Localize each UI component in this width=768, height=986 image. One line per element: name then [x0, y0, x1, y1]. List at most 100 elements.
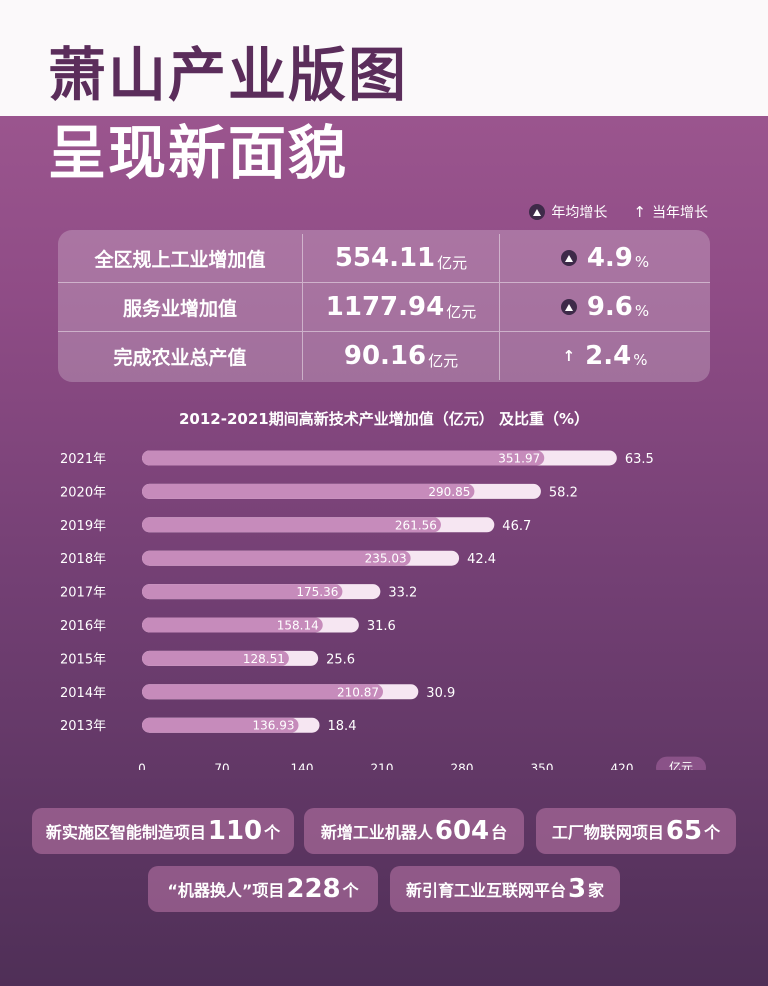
kpi-value-unit: 亿元: [446, 302, 477, 321]
triangle-badge-icon: [560, 250, 577, 266]
value-data-label: 351.97: [498, 452, 540, 466]
highlight-chip: “机器换人”项目 228 个: [148, 866, 378, 912]
chart-title: 2012-2021期间高新技术产业增加值（亿元） 及比重（%）: [179, 410, 589, 428]
chip-unit: 个: [264, 823, 281, 842]
category-label: 2013年: [60, 719, 106, 734]
kpi-growth: 4.9%: [500, 243, 710, 273]
x-tick-label: 0: [138, 762, 146, 770]
growth-legend: 年均增长 ↑ 当年增长: [529, 202, 708, 222]
kpi-value-unit: 亿元: [437, 253, 468, 272]
chip-label: 新实施区智能制造项目: [45, 823, 206, 842]
highlight-chip: 新实施区智能制造项目 110 个: [32, 808, 294, 854]
category-label: 2014年: [60, 686, 106, 701]
chip-label: 新增工业机器人: [320, 823, 433, 842]
value-bar: [142, 517, 441, 533]
arrow-up-icon: ↑: [562, 347, 576, 365]
chip-number: 228: [286, 874, 341, 904]
kpi-row: 服务业增加值 1177.94 亿元 9.6%: [58, 283, 710, 332]
value-data-label: 128.51: [243, 652, 285, 666]
x-unit-badge: [656, 756, 706, 770]
kpi-growth-unit: %: [633, 351, 648, 369]
kpi-label: 服务业增加值: [122, 297, 237, 320]
legend-item-year-growth: ↑ 当年增长: [633, 202, 708, 222]
category-label: 2020年: [60, 485, 106, 500]
share-data-label: 25.6: [326, 652, 355, 667]
share-data-label: 46.7: [502, 519, 531, 534]
kpi-growth: ↑ 2.4%: [500, 341, 710, 371]
bar-chart: 2021年 351.97 63.5 2020年 290.85 58.2 2019年 261.5…: [60, 450, 706, 770]
category-label: 2018年: [60, 552, 106, 567]
value-data-label: 261.56: [395, 518, 437, 532]
kpi-growth-unit: %: [634, 302, 650, 320]
value-data-label: 290.85: [428, 485, 470, 499]
x-tick-label: 140: [291, 762, 314, 770]
chip-unit: 台: [491, 823, 508, 842]
value-bar: [142, 650, 289, 666]
value-data-label: 235.03: [365, 552, 407, 566]
kpi-label: 全区规上工业增加值: [94, 248, 266, 271]
chip-number: 3: [567, 874, 587, 904]
kpi-growth-number: 4.9: [586, 243, 633, 273]
share-data-label: 58.2: [549, 485, 578, 500]
kpi-growth: 9.6%: [500, 292, 710, 322]
value-bar: [142, 450, 545, 466]
share-data-label: 18.4: [328, 719, 357, 734]
category-label: 2016年: [60, 619, 106, 634]
legend-label: 当年增长: [652, 205, 708, 221]
highlight-chip: 新增工业机器人 604 台: [304, 808, 524, 854]
category-label: 2015年: [60, 652, 106, 667]
kpi-table: 全区规上工业增加值 554.11 亿元 4.9% 服务业增加值 1177.94 亿元…: [58, 230, 710, 382]
value-bar: [142, 717, 299, 733]
kpi-value-number: 554.11: [334, 243, 436, 273]
chip-unit: 个: [704, 823, 721, 842]
chip-label: 工厂物联网项目: [551, 823, 664, 842]
kpi-row: 全区规上工业增加值 554.11 亿元 4.9%: [58, 234, 710, 283]
x-tick-label: 420: [611, 762, 634, 770]
triangle-badge-icon: [560, 299, 577, 315]
share-data-label: 42.4: [467, 552, 496, 567]
kpi-growth-unit: %: [634, 253, 650, 271]
chip-number: 65: [665, 816, 703, 846]
value-bar: [142, 550, 411, 566]
kpi-value: 554.11 亿元: [302, 234, 500, 282]
value-bar: [142, 617, 323, 633]
kpi-value: 90.16 亿元: [302, 332, 500, 380]
kpi-value-unit: 亿元: [428, 351, 459, 370]
page-title-line-1: 萧山产业版图: [48, 41, 409, 109]
x-tick-label: 280: [451, 762, 474, 770]
kpi-row: 完成农业总产值 90.16 亿元 ↑ 2.4%: [58, 332, 710, 380]
highlight-chip: 新引育工业互联网平台 3 家: [390, 866, 620, 912]
x-tick-label: 350: [531, 762, 554, 770]
value-data-label: 210.87: [337, 685, 379, 699]
kpi-value: 1177.94 亿元: [302, 283, 500, 331]
share-data-label: 33.2: [388, 586, 417, 601]
value-bar: [142, 584, 343, 600]
x-unit-label: 亿元: [669, 760, 693, 770]
x-tick-label: 210: [371, 762, 394, 770]
triangle-badge-icon: [529, 204, 546, 220]
category-label: 2019年: [60, 519, 106, 534]
category-label: 2021年: [60, 452, 106, 467]
highlight-chip: 工厂物联网项目 65 个: [536, 808, 736, 854]
value-data-label: 136.93: [252, 719, 294, 733]
legend-label: 年均增长: [551, 205, 608, 221]
kpi-value-number: 1177.94: [325, 292, 445, 322]
x-tick-label: 70: [214, 762, 229, 770]
arrow-up-icon: ↑: [633, 203, 646, 221]
kpi-value-number: 90.16: [343, 341, 427, 371]
header-band: [0, 0, 768, 116]
legend-item-annual-growth: 年均增长: [529, 202, 607, 222]
chip-number: 110: [207, 816, 263, 846]
chip-number: 604: [434, 816, 490, 846]
chip-label: 新引育工业互联网平台: [405, 881, 566, 900]
share-data-label: 30.9: [426, 686, 455, 701]
value-data-label: 158.14: [277, 619, 319, 633]
value-data-label: 175.36: [296, 585, 338, 599]
kpi-growth-number: 2.4: [585, 341, 632, 371]
share-data-label: 63.5: [625, 452, 654, 467]
category-label: 2017年: [60, 586, 106, 601]
kpi-growth-number: 9.6: [586, 292, 633, 322]
chip-label: “机器换人”项目: [167, 881, 285, 900]
kpi-label: 完成农业总产值: [113, 346, 247, 369]
